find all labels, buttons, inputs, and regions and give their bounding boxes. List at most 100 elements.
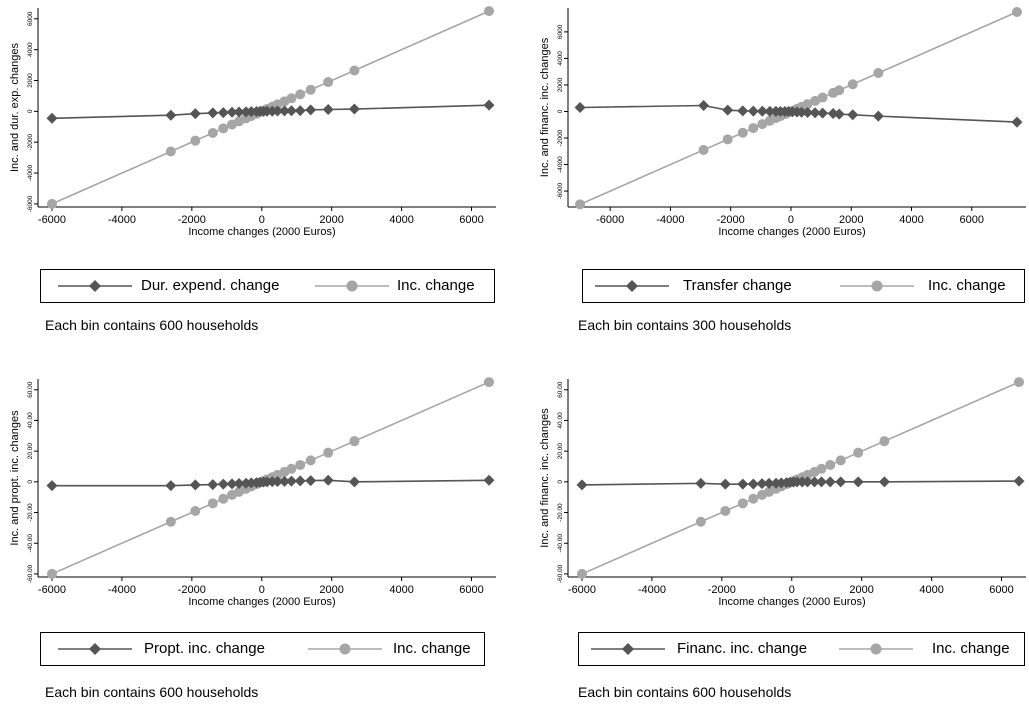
y-tick-label: -6000 <box>557 182 564 199</box>
legend-key-graphic <box>308 643 382 655</box>
x-axis-title: Income changes (2000 Euros) <box>718 226 865 238</box>
data-point-diamond <box>695 477 707 489</box>
data-point-circle <box>349 65 360 76</box>
data-point-circle <box>190 506 201 516</box>
x-tick-label: -4000 <box>108 584 136 596</box>
x-axis-title: Income changes (2000 Euros) <box>188 596 335 608</box>
x-tick-label: -6000 <box>568 584 596 596</box>
y-tick-label: 2000 <box>557 77 564 92</box>
x-tick-label: 4000 <box>389 214 413 226</box>
data-point-circle <box>698 144 709 155</box>
x-tick-label: 6000 <box>459 214 483 226</box>
data-point-circle <box>165 146 176 157</box>
data-point-diamond <box>165 480 177 492</box>
y-tick-label: 20.00 <box>27 443 34 460</box>
data-point-circle <box>825 459 836 470</box>
data-point-diamond <box>217 478 229 490</box>
circle-icon <box>339 643 351 655</box>
data-point-circle <box>218 123 229 134</box>
data-point-circle <box>853 447 864 458</box>
chart-note: Each bin contains 600 households <box>45 317 259 333</box>
x-tick-label: 0 <box>259 214 265 226</box>
data-point-diamond <box>226 106 238 118</box>
diamond-icon <box>626 280 638 292</box>
data-point-diamond <box>698 100 710 112</box>
diamond-icon <box>622 643 634 655</box>
legend-key-graphic <box>58 280 132 292</box>
data-point-diamond <box>226 478 238 490</box>
data-point-diamond <box>737 105 749 117</box>
y-tick-label: 40.00 <box>557 412 564 429</box>
data-point-diamond <box>285 475 297 487</box>
data-point-diamond <box>322 474 334 486</box>
legend-label-light: Inc. change <box>928 277 1006 294</box>
x-tick-label: 2000 <box>839 214 863 226</box>
data-point-diamond <box>305 475 317 487</box>
data-point-circle <box>835 455 846 466</box>
data-point-circle <box>575 199 586 210</box>
data-point-diamond <box>872 110 884 122</box>
x-tick-label: 4000 <box>899 214 923 226</box>
data-point-circle <box>323 77 334 88</box>
data-point-circle <box>879 436 890 447</box>
x-tick-label: 2000 <box>319 584 343 596</box>
y-tick-label: -20.00 <box>27 503 34 522</box>
data-point-diamond <box>852 476 864 488</box>
x-tick-label: 0 <box>788 214 794 226</box>
chart-note: Each bin contains 300 households <box>578 317 792 333</box>
diamond-icon <box>89 280 101 292</box>
chart-legend: Financ. inc. change Inc. change <box>578 632 1025 666</box>
legend-key-light <box>313 270 393 302</box>
data-point-circle <box>190 135 201 146</box>
data-point-diamond <box>737 478 749 490</box>
y-axis-title: Inc. and financ. inc. changes <box>539 37 551 177</box>
data-point-diamond <box>165 109 177 121</box>
x-tick-label: 2000 <box>849 584 873 596</box>
legend-key-graphic <box>840 280 914 292</box>
chart-plot: -6000 -4000 -2000 0 2000 4000 6000 -60.00 -40.00… <box>539 377 1026 608</box>
data-point-diamond <box>847 109 859 121</box>
y-tick-label: 6000 <box>557 24 564 39</box>
data-point-diamond <box>878 476 890 488</box>
data-point-circle <box>834 85 845 96</box>
data-point-diamond <box>833 108 845 120</box>
y-tick-label: 60.00 <box>557 381 564 398</box>
y-axis-title: Inc. and dur. exp. changes <box>9 42 21 172</box>
x-tick-label: -2000 <box>178 584 206 596</box>
data-point-circle <box>349 436 360 447</box>
data-point-diamond <box>305 104 317 116</box>
y-tick-label: 40.00 <box>27 412 34 429</box>
legend-label-light: Inc. change <box>393 640 471 657</box>
legend-key-dark <box>56 633 136 665</box>
chart-panel-property-income: -6000 -4000 -2000 0 2000 4000 6000 -60.00 -40.00… <box>0 365 500 713</box>
x-tick-label: 0 <box>789 584 795 596</box>
y-tick-label: -40.00 <box>27 534 34 553</box>
x-tick-label: -6000 <box>38 584 66 596</box>
legend-label-dark: Transfer change <box>683 277 792 294</box>
data-point-circle <box>576 568 587 579</box>
data-point-diamond <box>189 479 201 491</box>
data-point-circle <box>757 119 768 130</box>
y-tick-label: 0 <box>557 480 564 484</box>
legend-label-light: Inc. change <box>932 640 1010 657</box>
data-point-diamond <box>747 478 759 490</box>
legend-label-dark: Financ. inc. change <box>677 640 808 657</box>
data-point-diamond <box>46 112 58 124</box>
data-point-diamond <box>207 107 219 119</box>
data-point-diamond <box>808 476 820 488</box>
chart-note: Each bin contains 600 households <box>578 684 792 700</box>
data-point-diamond <box>824 476 836 488</box>
data-point-circle <box>873 68 884 79</box>
data-point-circle <box>817 92 828 103</box>
y-tick-label: -60.00 <box>557 564 564 583</box>
data-point-diamond <box>240 477 252 489</box>
circle-icon <box>346 280 358 292</box>
data-point-circle <box>323 447 334 458</box>
y-tick-label: -4000 <box>27 164 34 181</box>
data-point-circle <box>847 79 858 90</box>
y-axis-title: Inc. and propt. inc. changes <box>9 410 21 546</box>
data-point-circle <box>722 134 733 145</box>
legend-key-dark <box>593 270 673 302</box>
data-point-circle <box>484 377 495 388</box>
data-point-diamond <box>1013 475 1025 487</box>
